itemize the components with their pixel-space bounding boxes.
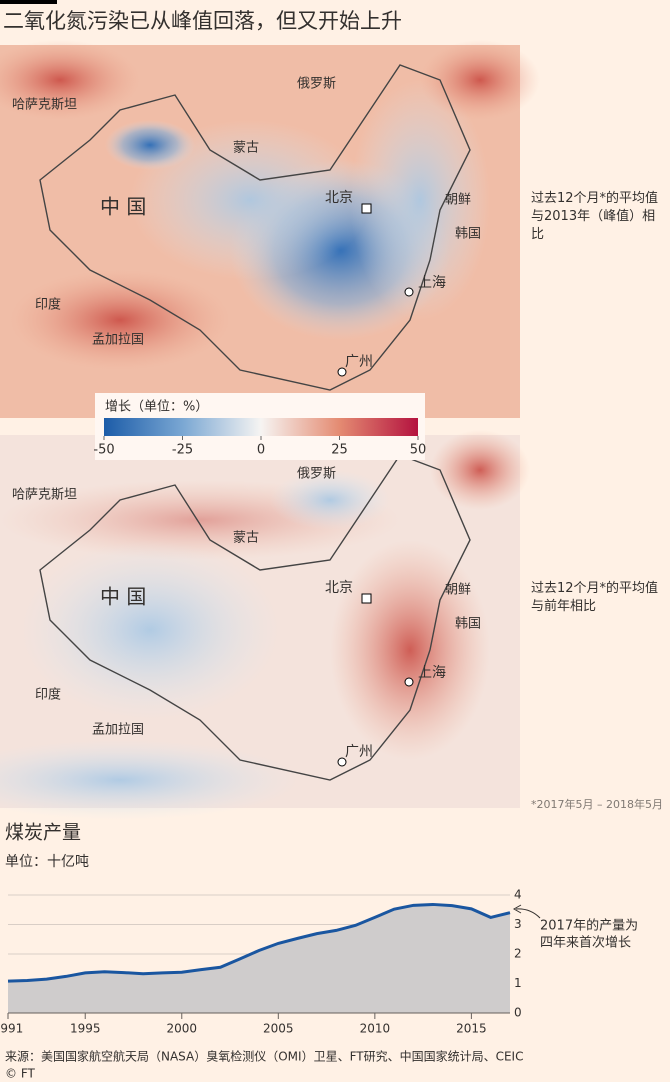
map-label: 上海	[418, 275, 446, 291]
map-label: 朝鲜	[445, 583, 471, 598]
x-tick-label: 2015	[456, 1022, 487, 1036]
colorbar-tick-label: 50	[410, 443, 427, 458]
map-note: 过去12个月*的平均值与2013年（峰值）相比	[531, 191, 659, 242]
map-label: 孟加拉国	[92, 333, 144, 348]
colorbar-tick-label: 0	[257, 443, 265, 458]
city-marker	[404, 677, 414, 687]
line	[7, 902, 511, 983]
x-tick-label: 1995	[70, 1022, 101, 1036]
map-label: 广州	[345, 354, 373, 370]
map-label: 朝鲜	[445, 193, 471, 208]
x-tick-label: 1991	[0, 1022, 23, 1036]
annotation-arrowhead	[512, 904, 522, 914]
annotation: 2017年的产量为	[540, 918, 638, 934]
map-note: 过去12个月*的平均值与前年相比	[531, 581, 659, 614]
chart-subtitle: 单位：十亿吨	[5, 854, 89, 870]
y-tick-label: 0	[514, 1006, 522, 1020]
map-label: 哈萨克斯坦	[12, 98, 77, 113]
map-label: 北京	[325, 190, 353, 206]
colorbar-tick-label: 25	[331, 443, 348, 458]
x-tick-label: 2010	[360, 1022, 391, 1036]
map-label: 上海	[418, 665, 446, 681]
map-label: 俄罗斯	[297, 77, 336, 92]
map-top	[0, 40, 540, 418]
city-marker	[404, 287, 414, 297]
map-label: 韩国	[455, 617, 481, 632]
x-tick-label: 2005	[263, 1022, 294, 1036]
map-label: 蒙古	[233, 531, 259, 546]
map-label: 广州	[345, 744, 373, 760]
colorbar-title: 增长（单位：%）	[105, 400, 208, 415]
y-tick-label: 4	[514, 888, 522, 902]
brand-bar	[0, 0, 57, 4]
credit: © FT	[5, 1067, 36, 1081]
y-tick-label: 3	[514, 917, 522, 931]
map-label: 哈萨克斯坦	[12, 488, 77, 503]
chart-title: 煤炭产量	[5, 822, 81, 844]
city-marker	[361, 203, 372, 214]
city-marker	[361, 593, 372, 604]
y-tick-label: 1	[514, 976, 522, 990]
map-bottom	[0, 430, 530, 820]
city-marker	[337, 367, 347, 377]
map-label: 中 国	[100, 585, 146, 609]
footnote: *2017年5月 – 2018年5月	[531, 798, 663, 811]
source: 来源：美国国家航空航天局（NASA）臭氧检测仪（OMI）卫星、FT研究、中国国家…	[5, 1049, 523, 1064]
map-label: 印度	[35, 687, 61, 703]
map-label: 韩国	[455, 227, 481, 242]
map-label: 俄罗斯	[297, 467, 336, 482]
map-label: 蒙古	[233, 141, 259, 156]
colorbar-tick-label: -50	[93, 443, 114, 458]
map-label: 孟加拉国	[92, 723, 144, 738]
page-title: 二氧化氮污染已从峰值回落，但又开始上升	[3, 9, 402, 33]
colorbar-tick-label: -25	[172, 443, 193, 458]
annotation: 四年来首次增长	[540, 935, 631, 951]
area	[8, 904, 510, 1013]
annotation-arrow	[515, 908, 541, 919]
x-tick-label: 2000	[166, 1022, 197, 1036]
colorbar	[104, 418, 418, 436]
city-marker	[337, 757, 347, 767]
map-label: 中 国	[100, 195, 146, 219]
map-label: 印度	[35, 297, 61, 313]
y-tick-label: 2	[514, 947, 522, 961]
map-label: 北京	[325, 580, 353, 596]
